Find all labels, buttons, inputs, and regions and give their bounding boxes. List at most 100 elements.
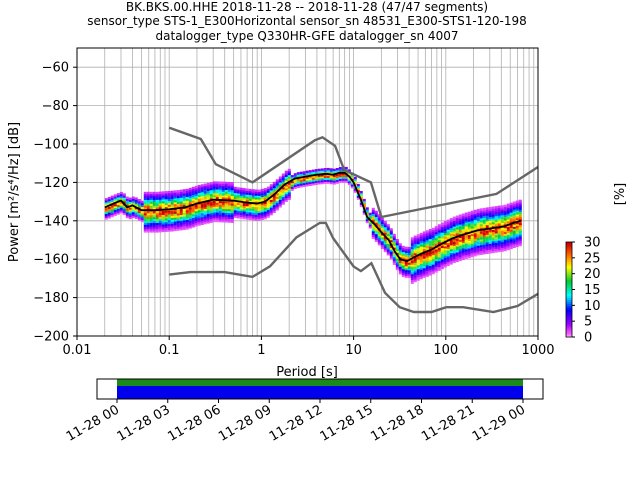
ppsd-cell [386,243,390,246]
ppsd-cell [509,246,513,250]
ppsd-cell [455,232,459,236]
ppsd-cell [191,206,195,209]
ppsd-cell [503,210,507,213]
ppsd-cell [419,275,423,278]
ppsd-cell [434,251,438,254]
ppsd-cell [437,264,441,268]
ppsd-cell [383,242,387,245]
ppsd-cell [491,221,495,225]
ppsd-cell [452,220,456,223]
ppsd-cell [119,211,123,214]
ppsd-cell [410,270,414,273]
ppsd-cell [290,180,294,184]
ppsd-cell [500,214,504,218]
ppsd-cell [254,195,258,198]
ppsd-cell [446,223,450,226]
ppsd-cell [230,197,234,200]
ppsd-cell [401,265,405,268]
ppsd-cell [428,254,432,257]
ppsd-cell [302,173,306,176]
ppsd-cell [239,195,243,198]
ppsd-cell [410,266,414,269]
ppsd-cell [170,198,174,201]
ppsd-cell [434,239,438,242]
y-axis-label: Power [m²/s⁴/Hz] [dB] [7,122,22,262]
ppsd-cell [494,234,498,238]
ppsd-cell [473,240,477,243]
ppsd-cell [251,200,255,204]
ppsd-cell [431,239,435,242]
ppsd-cell [266,213,270,216]
ppsd-cell [146,211,150,214]
ppsd-cell [107,212,111,215]
ppsd-cell [362,204,366,208]
ppsd-cell [428,271,432,274]
ppsd-cell [143,216,147,220]
ppsd-cell [452,237,456,241]
ppsd-cell [260,215,264,219]
ppsd-cell [437,232,441,235]
ppsd-cell [176,205,180,208]
ppsd-cell [398,266,402,269]
ppsd-cell [437,258,441,262]
ppsd-cell [419,259,423,262]
ppsd-cell [458,229,462,233]
ppsd-cell [173,201,177,205]
ppsd-cell [257,212,261,215]
ppsd-cell [377,220,381,223]
ppsd-cell [422,248,426,252]
ppsd-cell [224,208,228,212]
ppsd-cell [308,172,312,175]
x-tick-label: 0.01 [63,343,92,358]
ppsd-cell [326,177,330,180]
ppsd-cell [410,243,414,246]
ppsd-cell [236,204,240,207]
ppsd-cell [305,182,309,185]
ppsd-cell [389,232,393,235]
ppsd-cell [407,273,411,277]
ppsd-cell [497,247,501,251]
ppsd-cell [209,208,213,212]
ppsd-cell [386,241,390,244]
ppsd-cell [479,239,483,242]
ppsd-cell [449,260,453,263]
ppsd-cell [281,175,285,178]
ppsd-cell [374,233,378,237]
ppsd-cell [383,246,387,249]
ppsd-cell [311,179,315,182]
ppsd-cell [134,201,138,204]
ppsd-cell [428,261,432,264]
ppsd-cell [446,261,450,265]
ppsd-cell [329,181,333,185]
ppsd-cell [173,213,177,216]
ppsd-cell [371,209,375,213]
ppsd-cell [443,255,447,258]
ppsd-cell [137,214,141,217]
ppsd-cell [143,191,147,195]
ppsd-cell [116,195,120,198]
ppsd-cell [479,241,483,244]
ppsd-cell [245,194,249,197]
ppsd-cell [158,197,162,200]
ppsd-cell [404,271,408,274]
ppsd-cell [185,217,189,220]
ppsd-cell [377,233,381,236]
ppsd-cell [410,273,414,277]
ppsd-cell [500,241,504,245]
colorbar-segment [566,279,572,283]
ppsd-cell [410,252,414,256]
ppsd-cell [494,242,498,245]
ppsd-cell [374,210,378,214]
ppsd-cell [149,216,153,220]
ppsd-cell [170,221,174,224]
ppsd-cell [179,226,183,229]
ppsd-cell [281,190,285,194]
ppsd-cell [338,176,342,179]
ppsd-cell [497,246,501,249]
ppsd-cell [200,188,204,191]
ppsd-cell [110,212,114,216]
ppsd-cell [215,204,219,207]
ppsd-cell [197,196,201,199]
ppsd-cell [200,209,204,212]
ppsd-cell [425,253,429,256]
